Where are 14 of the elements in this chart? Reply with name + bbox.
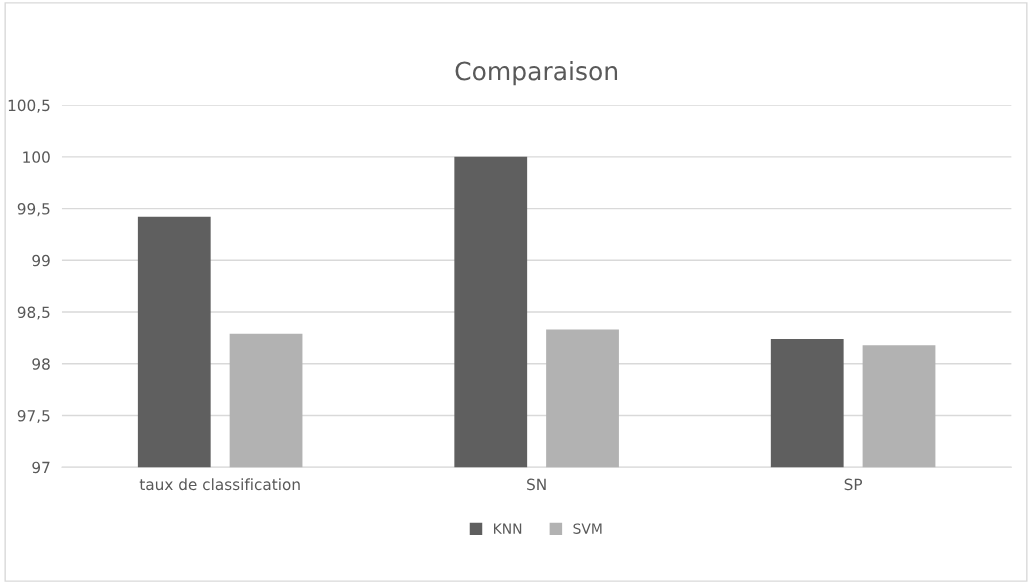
y-tick-label: 97,5 — [17, 409, 50, 424]
x-tick-label: SN — [527, 478, 546, 491]
legend-label: SVM — [573, 523, 602, 534]
x-tick-label: taux de classification — [139, 478, 300, 491]
chart-title: Comparaison — [455, 61, 618, 86]
y-tick-label: 100 — [23, 151, 50, 163]
y-tick-label: 98 — [32, 358, 50, 370]
x-tick-label: SP — [844, 478, 863, 491]
y-tick-label: 99 — [32, 254, 50, 267]
y-tick-label: 99,5 — [17, 203, 50, 217]
legend-label: KNN — [494, 523, 522, 534]
y-tick-label: 97 — [32, 461, 50, 474]
y-tick-label: 98,5 — [17, 306, 50, 320]
y-tick-label: 100,5 — [8, 99, 50, 113]
